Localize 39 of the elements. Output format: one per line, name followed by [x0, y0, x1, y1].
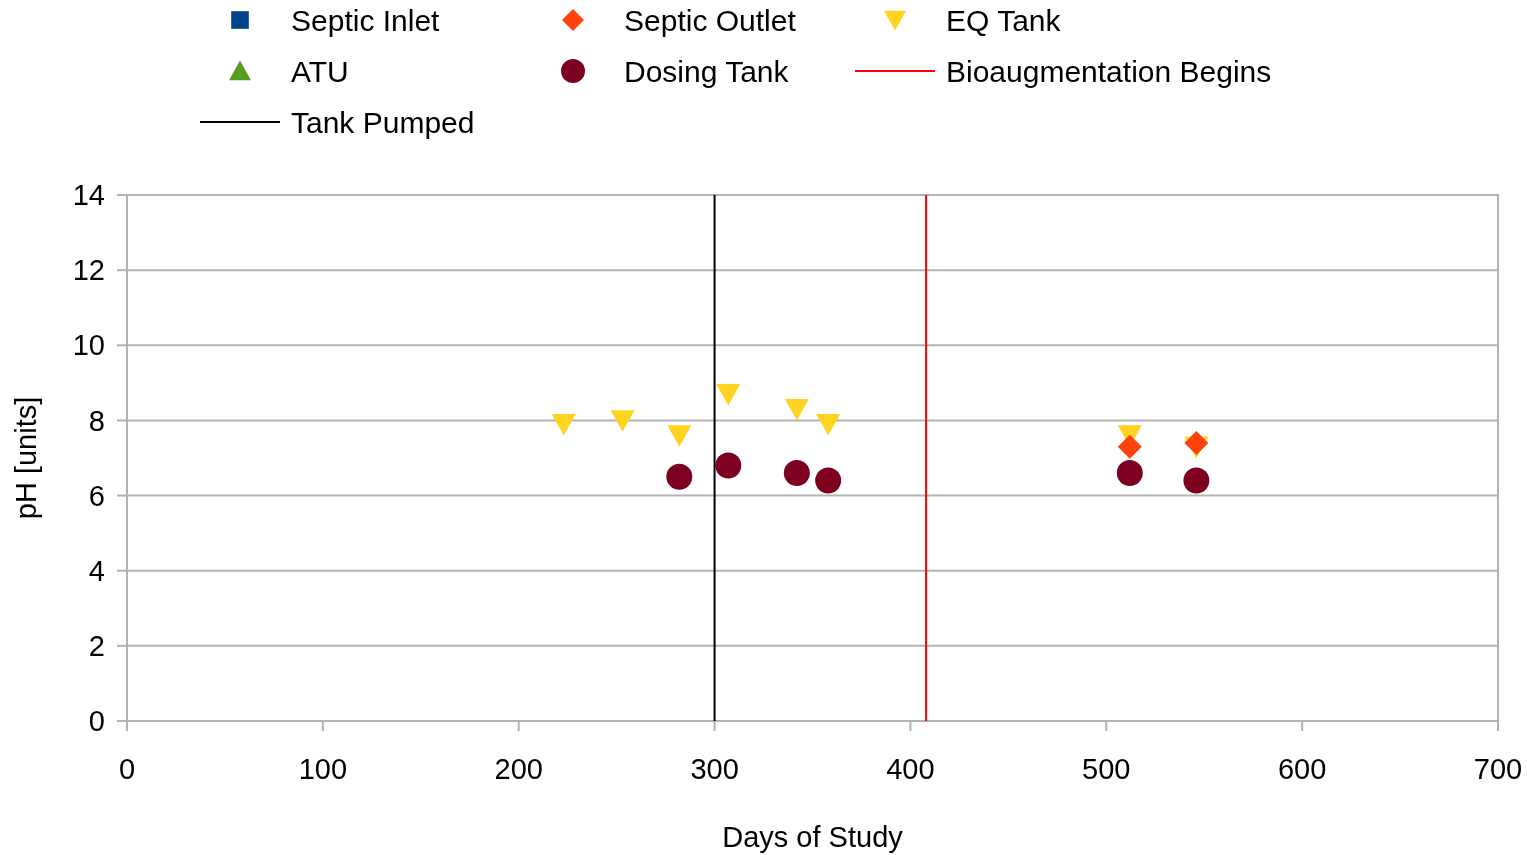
point — [610, 410, 635, 432]
x-tick-label: 300 — [690, 753, 739, 785]
legend-label: EQ Tank — [946, 3, 1062, 37]
x-tick-label: 600 — [1277, 753, 1327, 785]
point — [816, 413, 841, 436]
y-tick-label: 8 — [88, 404, 105, 437]
point — [783, 460, 810, 487]
y-axis-title: pH [units] — [10, 396, 42, 520]
legend-label: Tank Pumped — [291, 105, 475, 139]
y-tick-label: 10 — [72, 329, 105, 362]
point — [784, 398, 809, 421]
x-tick-label: 700 — [1473, 753, 1523, 785]
point — [667, 425, 692, 447]
y-tick-label: 2 — [88, 630, 105, 663]
point — [666, 463, 693, 490]
point — [1184, 430, 1209, 455]
point — [1116, 460, 1143, 487]
y-tick-label: 6 — [88, 479, 105, 512]
point — [1117, 434, 1142, 459]
x-axis-title: Days of Study — [722, 821, 904, 853]
y-tick-label: 12 — [72, 254, 105, 287]
point — [1183, 467, 1210, 494]
x-tick-label: 0 — [118, 753, 136, 785]
y-tick-label: 4 — [88, 554, 105, 587]
point — [715, 452, 742, 479]
legend-label: Septic Outlet — [624, 3, 797, 37]
legend-label: ATU — [291, 54, 349, 88]
point — [551, 413, 576, 436]
legend-label: Dosing Tank — [624, 54, 790, 88]
x-tick-label: 100 — [298, 753, 348, 785]
y-tick-label: 0 — [88, 705, 105, 738]
legend-label: Septic Inlet — [291, 3, 441, 37]
x-tick-label: 500 — [1082, 753, 1131, 785]
y-tick-label: 14 — [72, 179, 105, 212]
x-tick-label: 200 — [494, 753, 543, 785]
point — [815, 467, 842, 494]
point — [716, 383, 741, 406]
x-tick-label: 400 — [886, 753, 935, 785]
legend-label: Bioaugmentation Begins — [946, 54, 1272, 88]
